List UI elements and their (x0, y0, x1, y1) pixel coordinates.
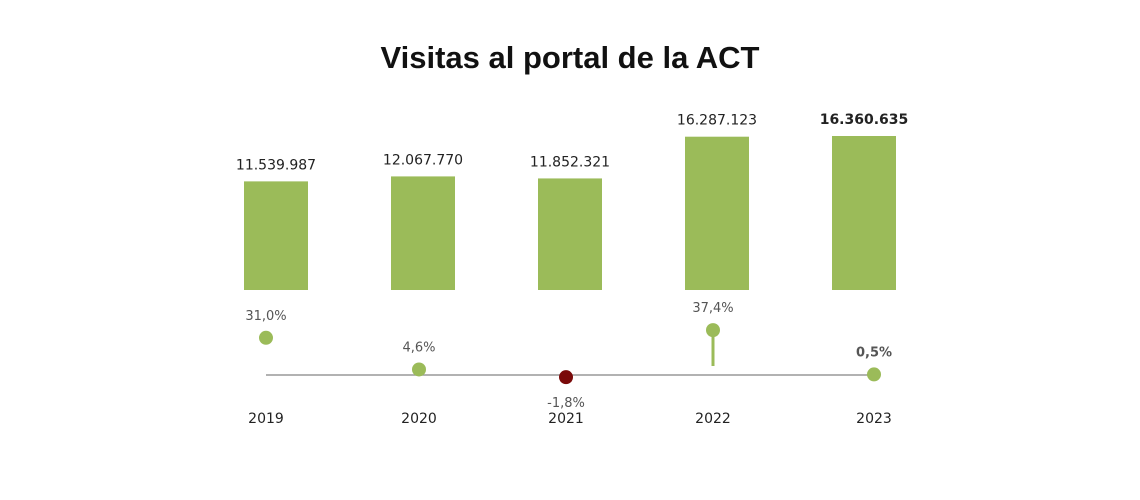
growth-dot (259, 330, 273, 345)
bar-value-label: 16.360.635 (820, 112, 909, 128)
bar-value-label: 12.067.770 (383, 152, 463, 168)
bar (244, 181, 308, 290)
growth-dot (867, 367, 881, 382)
growth-label: 4,6% (402, 340, 435, 355)
chart-title: Visitas al portal de la ACT (380, 40, 760, 75)
growth-label: 37,4% (692, 301, 733, 316)
bar (685, 136, 749, 290)
x-tick-label: 2023 (856, 411, 892, 427)
growth-dot (559, 370, 573, 385)
bar-value-label: 11.852.321 (530, 154, 610, 170)
x-tick-label: 2021 (548, 411, 584, 427)
bar (391, 176, 455, 290)
x-tick-label: 2022 (695, 411, 731, 427)
x-tick-label: 2019 (248, 411, 284, 427)
bar-value-label: 11.539.987 (236, 157, 316, 173)
x-tick-label: 2020 (401, 411, 437, 427)
growth-dot (412, 362, 426, 377)
growth-label: 31,0% (245, 309, 286, 324)
bar (538, 178, 602, 290)
growth-label: -1,8% (547, 396, 585, 411)
bar (832, 136, 896, 290)
growth-label: 0,5% (856, 345, 892, 360)
growth-dot (706, 323, 720, 338)
bar-value-label: 16.287.123 (677, 113, 757, 129)
